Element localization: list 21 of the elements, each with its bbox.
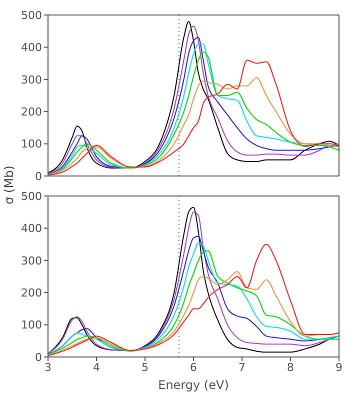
y-tick-label: 400 (21, 41, 42, 54)
y-tick-label: 0 (35, 350, 42, 364)
x-tick-label: 7 (238, 360, 246, 374)
y-tick-label: 300 (21, 254, 42, 268)
y-tick-label: 200 (21, 106, 42, 119)
y-tick-label: 100 (21, 318, 42, 332)
x-tick-label: 6 (190, 360, 197, 374)
x-tick-label: 8 (287, 360, 294, 374)
x-tick-label: 4 (93, 360, 100, 374)
y-tick-label: 500 (21, 8, 42, 22)
x-axis-title: Energy (eV) (158, 378, 229, 392)
y-tick-label: 100 (21, 138, 42, 151)
x-tick-label: 9 (336, 360, 342, 374)
y-tick-label: 500 (21, 190, 42, 203)
y-tick-label: 200 (21, 286, 42, 300)
y-tick-label: 400 (21, 222, 42, 236)
x-tick-label: 3 (44, 360, 52, 374)
x-tick-label: 5 (142, 360, 148, 374)
y-tick-label: 0 (35, 170, 42, 183)
y-axis-title: σ (Mb) (2, 166, 16, 204)
y-tick-label: 300 (21, 73, 42, 86)
